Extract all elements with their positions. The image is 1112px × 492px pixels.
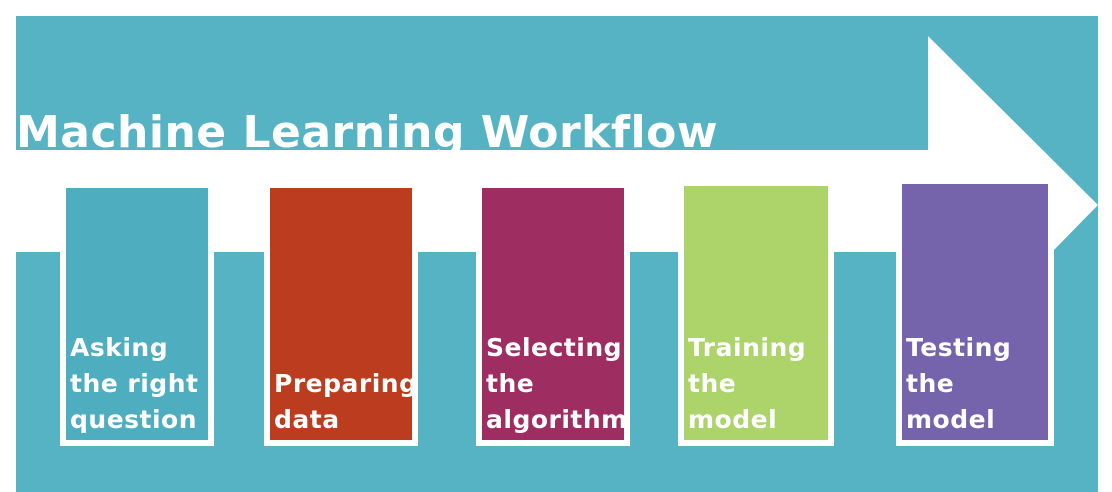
step-asking-the-right-question: Asking the right question (60, 188, 214, 446)
step-label: Preparing data (274, 369, 418, 434)
step-training-the-model: Training the model (678, 186, 834, 446)
step-label: Selecting the algorithm (486, 333, 628, 434)
step-selecting-the-algorithm: Selecting the algorithm (476, 188, 630, 446)
step-label: Training the model (688, 333, 807, 434)
step-label: Asking the right question (70, 333, 199, 434)
step-testing-the-model: Testing the model (896, 184, 1054, 446)
step-label: Testing the model (906, 333, 1012, 434)
diagram-title: Machine Learning Workflow (16, 107, 719, 150)
step-preparing-data: Preparing data (264, 188, 418, 446)
